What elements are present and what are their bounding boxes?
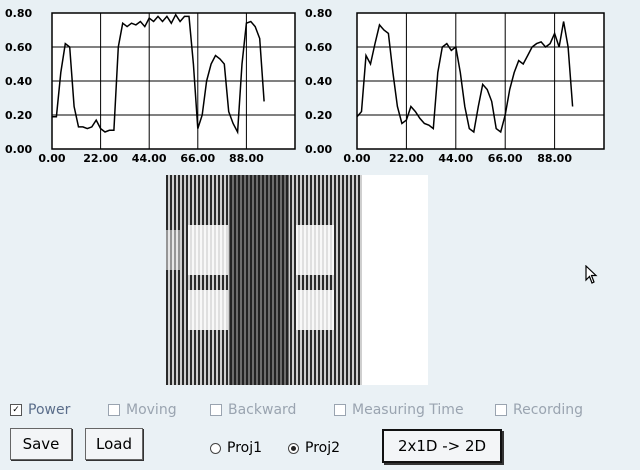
proj1-radio[interactable]: Proj1 <box>210 440 262 456</box>
x-tick-label: 22.00 <box>389 152 424 165</box>
mouse-pointer-icon <box>585 265 598 284</box>
chart-left: 0.00 0.20 0.40 0.60 0.80 0.00 22.00 44.00 66.00 8… <box>5 7 296 165</box>
x-tick-label: 88.00 <box>229 152 264 165</box>
bright-block-2 <box>296 225 334 275</box>
proj2-label: Proj2 <box>305 440 341 456</box>
x-tick-label: 66.00 <box>180 152 215 165</box>
bright-block-3 <box>188 290 228 330</box>
radio-dot-selected <box>288 442 299 454</box>
y-tick-label: 0.00 <box>5 143 32 156</box>
y-tick-label: 0.80 <box>5 7 32 20</box>
moving-label: Moving <box>126 402 177 418</box>
recording-label: Recording <box>513 402 584 418</box>
chart-right: 0.00 0.20 0.40 0.60 0.80 0.00 22.00 44.00 66.00 8… <box>305 7 605 165</box>
convert-2x1d-2d-button[interactable]: 2x1D -> 2D <box>382 429 502 463</box>
recording-checkbox[interactable]: Recording <box>495 402 583 418</box>
backward-checkbox[interactable]: Backward <box>210 402 296 418</box>
x-tick-label: 66.00 <box>488 152 523 165</box>
projection-image <box>166 175 428 385</box>
checkbox-box <box>210 404 222 416</box>
dark-band-1 <box>229 175 289 385</box>
checkbox-box <box>108 404 120 416</box>
proj1-label: Proj1 <box>227 440 263 456</box>
x-tick-label: 0.00 <box>343 152 370 165</box>
x-tick-label: 44.00 <box>438 152 473 165</box>
y-tick-label: 0.60 <box>5 41 32 54</box>
y-tick-label: 0.20 <box>305 109 332 122</box>
proj2-radio[interactable]: Proj2 <box>288 440 340 456</box>
measuring-time-label: Measuring Time <box>352 402 464 418</box>
save-button[interactable]: Save <box>10 428 72 460</box>
x-tick-label: 88.00 <box>537 152 572 165</box>
radio-dot <box>210 442 221 454</box>
y-tick-label: 0.00 <box>305 143 332 156</box>
y-tick-label: 0.40 <box>305 75 332 88</box>
y-tick-label: 0.20 <box>5 109 32 122</box>
load-button[interactable]: Load <box>85 428 143 460</box>
bright-block-1 <box>188 225 228 275</box>
checkbox-box: ✓ <box>10 404 22 416</box>
stripe-pattern <box>166 175 362 385</box>
moving-checkbox[interactable]: Moving <box>108 402 177 418</box>
power-label: Power <box>28 402 71 418</box>
bright-block-4 <box>296 290 334 330</box>
x-tick-label: 0.00 <box>38 152 65 165</box>
y-tick-label: 0.60 <box>305 41 332 54</box>
x-tick-label: 22.00 <box>83 152 118 165</box>
checkbox-box <box>495 404 507 416</box>
bright-block-5 <box>166 230 180 270</box>
x-tick-label: 44.00 <box>132 152 167 165</box>
series-line-left <box>52 13 265 135</box>
backward-label: Backward <box>228 402 297 418</box>
y-tick-label: 0.40 <box>5 75 32 88</box>
series-line-right <box>356 21 574 134</box>
y-tick-label: 0.80 <box>305 7 332 20</box>
checkbox-box <box>334 404 346 416</box>
measuring-time-checkbox[interactable]: Measuring Time <box>334 402 464 418</box>
charts-svg: 0.00 0.20 0.40 0.60 0.80 0.00 22.00 44.00 66.00 8… <box>5 7 605 165</box>
power-checkbox[interactable]: ✓ Power <box>10 402 70 418</box>
